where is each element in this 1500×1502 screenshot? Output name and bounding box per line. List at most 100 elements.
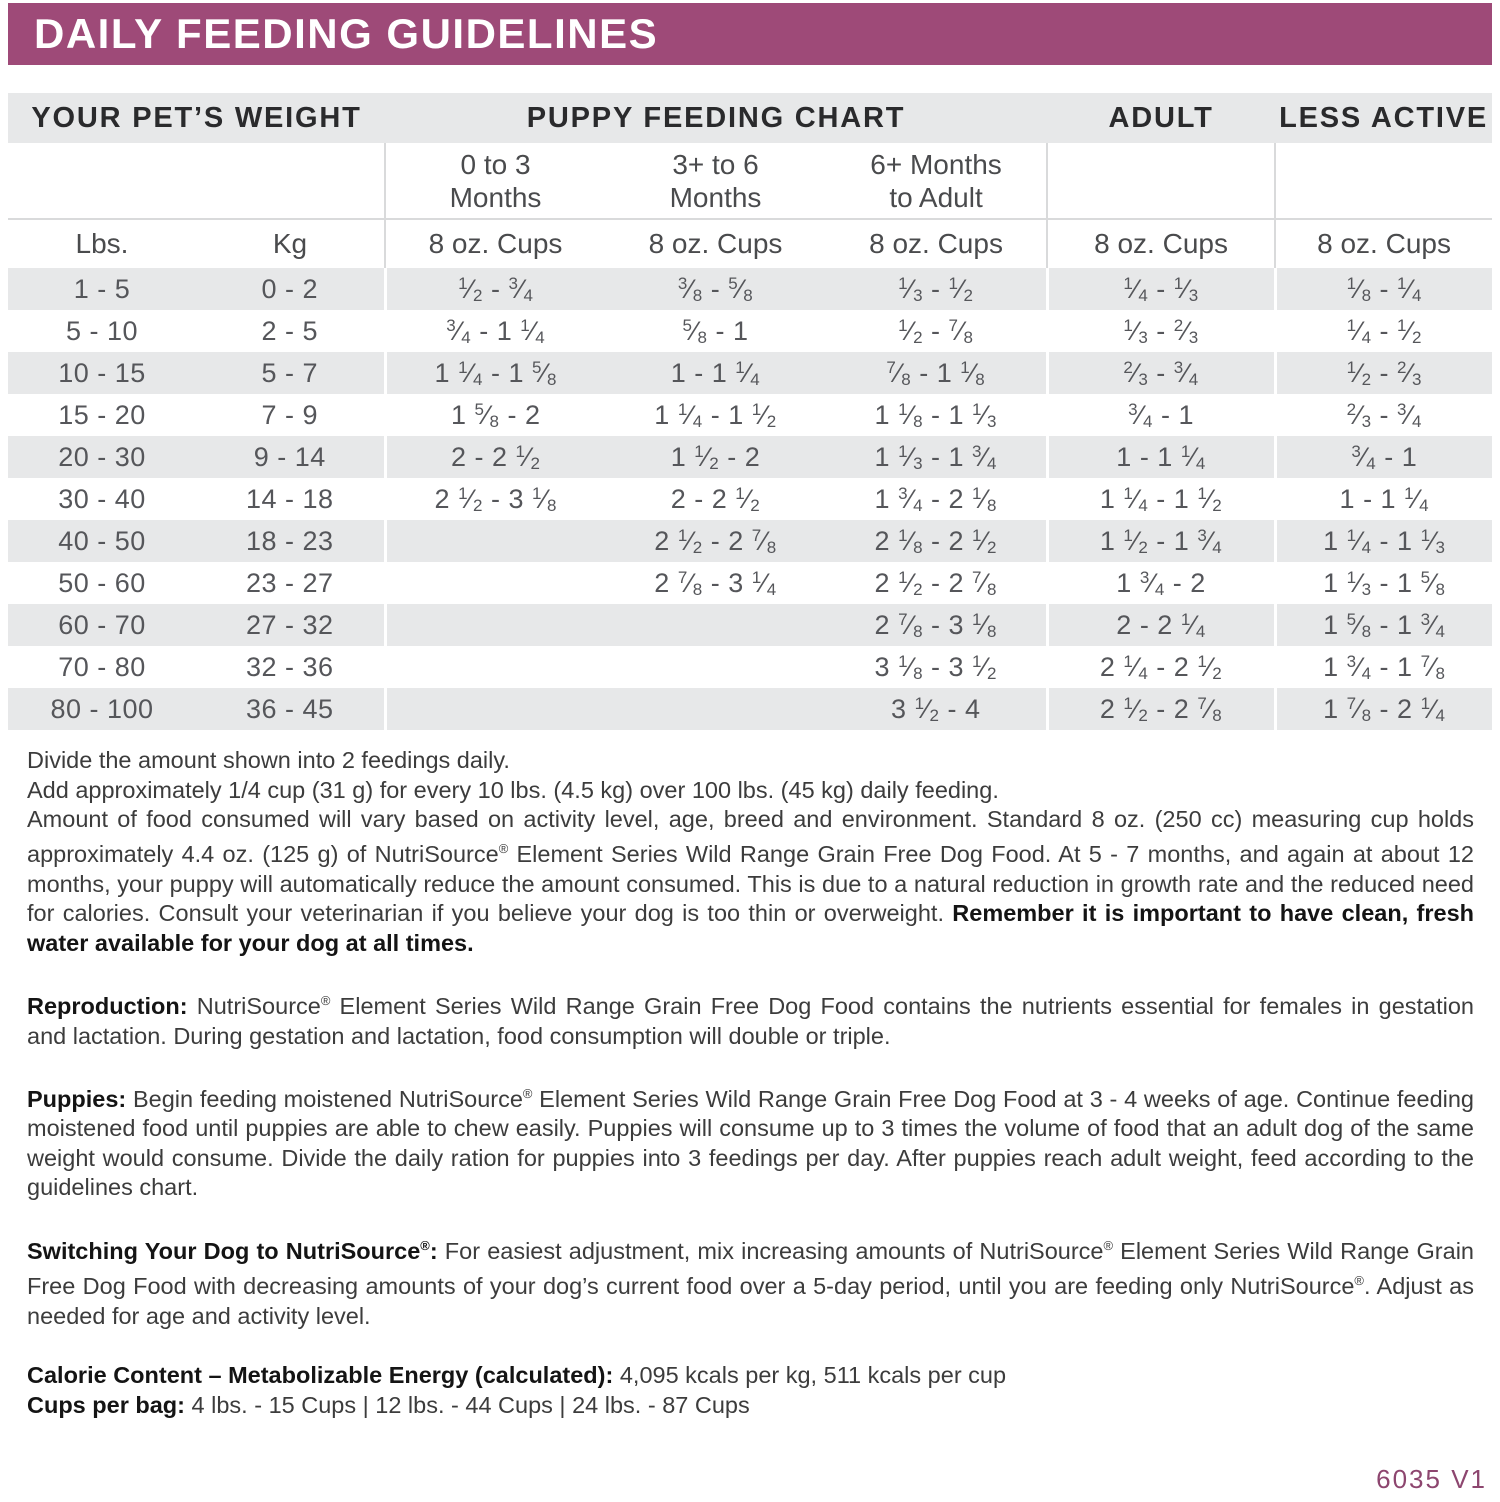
- age-range-blank: [8, 143, 196, 220]
- table-row: 30 - 40 14 - 18 2 1⁄2 - 3 1⁄8 2 - 2 1⁄2 1 3⁄…: [8, 478, 1493, 520]
- title-banner: DAILY FEEDING GUIDELINES: [8, 3, 1492, 65]
- table-cell: 32 - 36: [245, 651, 334, 682]
- feeding-table-wrap: YOUR PET’S WEIGHT PUPPY FEEDING CHART AD…: [8, 93, 1493, 730]
- table-row: 40 - 50 18 - 23 2 1⁄2 - 2 7⁄8 2 1⁄8 - 2 1⁄2…: [8, 520, 1493, 562]
- table-cell: 40 - 50: [58, 525, 146, 556]
- table-cell: 3⁄8 - 5⁄8: [677, 273, 754, 305]
- age-range-blank: [1046, 143, 1276, 220]
- table-row: 15 - 20 7 - 9 1 5⁄8 - 2 1 1⁄4 - 1 1⁄2 1 1⁄8 …: [8, 394, 1493, 436]
- unit-cups: 8 oz. Cups: [1274, 219, 1493, 268]
- table-cell: 1 - 1 1⁄4: [670, 357, 761, 389]
- table-cell: 1 1⁄3 - 1 3⁄4: [874, 441, 997, 473]
- page-title: DAILY FEEDING GUIDELINES: [34, 10, 659, 57]
- table-cell: [605, 646, 826, 688]
- table-row: 5 - 10 2 - 5 3⁄4 - 1 1⁄4 5⁄8 - 1 1⁄2 - 7⁄8 1⁄…: [8, 310, 1493, 352]
- switching-label: Switching Your Dog to NutriSource®:: [27, 1237, 438, 1264]
- table-cell: 2 1⁄2 - 3 1⁄8: [383, 478, 606, 520]
- reproduction-paragraph: Reproduction: NutriSource® Element Serie…: [27, 993, 1474, 1049]
- document-code: 6035 V1: [1376, 1464, 1487, 1494]
- table-cell: [383, 688, 606, 730]
- table-cell: 3⁄4 - 1: [1273, 436, 1493, 478]
- table-cell: 23 - 27: [245, 567, 334, 598]
- water-reminder-bold: Remember it is important to have clean, …: [27, 900, 1475, 956]
- table-cell: 14 - 18: [245, 483, 334, 514]
- table-row: 60 - 70 27 - 32 2 7⁄8 - 3 1⁄8 2 - 2 1⁄4 1 5⁄…: [8, 604, 1493, 646]
- table-cell: 3 1⁄8 - 3 1⁄2: [874, 651, 997, 683]
- table-row: 20 - 30 9 - 14 2 - 2 1⁄2 1 1⁄2 - 2 1 1⁄3 - 1…: [8, 436, 1493, 478]
- age-range-6-adult: 6+ Months to Adult: [826, 143, 1048, 220]
- calorie-label: Calorie Content – Metabolizable Energy (…: [27, 1362, 614, 1389]
- table-cell: 1 1⁄8 - 1 1⁄3: [874, 399, 997, 431]
- table-cell: 2 1⁄8 - 2 1⁄2: [874, 525, 997, 557]
- table-cell: 1 - 1 1⁄4: [1045, 436, 1276, 478]
- table-cell: [605, 604, 826, 646]
- table-row: 70 - 80 32 - 36 3 1⁄8 - 3 1⁄2 2 1⁄4 - 2 1⁄2…: [8, 646, 1493, 688]
- table-cell: 1 1⁄4 - 1 5⁄8: [383, 352, 606, 394]
- note-line: Divide the amount shown into 2 feedings …: [27, 747, 510, 773]
- table-cell: 1 3⁄4 - 2: [1045, 562, 1276, 604]
- note-line: Add approximately 1/4 cup (31 g) for eve…: [27, 776, 999, 803]
- table-cell: 1 1⁄4 - 1 1⁄2: [654, 399, 777, 431]
- table-cell: 2 1⁄2 - 2 7⁄8: [1045, 688, 1276, 730]
- table-cell: [383, 646, 606, 688]
- table-cell: 1 3⁄4 - 1 7⁄8: [1273, 646, 1493, 688]
- table-cell: 9 - 14: [253, 441, 326, 472]
- table-cell: 7⁄8 - 1 1⁄8: [886, 357, 986, 389]
- table-row: 1 - 5 0 - 2 1⁄2 - 3⁄4 3⁄8 - 5⁄8 1⁄3 - 1⁄2 1⁄4…: [8, 268, 1493, 310]
- table-cell: 1⁄2 - 2⁄3: [1273, 352, 1493, 394]
- table-row: 50 - 60 23 - 27 2 7⁄8 - 3 1⁄4 2 1⁄2 - 2 7⁄8…: [8, 562, 1493, 604]
- table-cell: [383, 562, 606, 604]
- table-cell: 2⁄3 - 3⁄4: [1045, 352, 1276, 394]
- calorie-content-line: Calorie Content – Metabolizable Energy (…: [27, 1362, 1007, 1389]
- table-cell: 1⁄2 - 7⁄8: [898, 315, 974, 347]
- note-paragraph: Amount of food consumed will vary based …: [27, 806, 1475, 956]
- cups-per-bag-label: Cups per bag:: [27, 1391, 185, 1418]
- age-range-0-3: 0 to 3 Months: [384, 143, 606, 220]
- table-cell: 2 1⁄4 - 2 1⁄2: [1045, 646, 1276, 688]
- age-range-header-row: 0 to 3 Months 3+ to 6 Months 6+ Months t…: [8, 143, 1493, 220]
- table-cell: 5 - 7: [261, 357, 319, 388]
- group-header-puppy-chart: PUPPY FEEDING CHART: [385, 93, 1048, 143]
- table-cell: 2 1⁄2 - 2 7⁄8: [874, 567, 997, 599]
- table-cell: 2 7⁄8 - 3 1⁄4: [654, 567, 777, 599]
- table-cell: 1⁄8 - 1⁄4: [1273, 268, 1493, 310]
- table-cell: 1 5⁄8 - 1 3⁄4: [1273, 604, 1493, 646]
- table-cell: 60 - 70: [58, 609, 146, 640]
- table-cell: 15 - 20: [58, 399, 146, 430]
- table-cell: 2 - 2 1⁄2: [670, 483, 761, 515]
- table-cell: 5 - 10: [65, 315, 139, 346]
- table-cell: [383, 604, 606, 646]
- table-cell: 30 - 40: [58, 483, 146, 514]
- table-cell: [383, 520, 606, 562]
- table-cell: 1 1⁄2 - 1 3⁄4: [1045, 520, 1276, 562]
- switching-paragraph: Switching Your Dog to NutriSource®: For …: [27, 1237, 1474, 1329]
- table-cell: 2 1⁄2 - 2 7⁄8: [654, 525, 777, 557]
- table-row: 80 - 100 36 - 45 3 1⁄2 - 4 2 1⁄2 - 2 7⁄8 1 7…: [8, 688, 1493, 730]
- table-cell: 10 - 15: [58, 357, 146, 388]
- group-header-less-active: LESS ACTIVE: [1275, 93, 1493, 143]
- group-header-adult: ADULT: [1047, 93, 1276, 143]
- table-cell: 1 3⁄4 - 2 1⁄8: [874, 483, 997, 515]
- table-cell: 1 1⁄4 - 1 1⁄2: [1045, 478, 1276, 520]
- table-cell: 3⁄4 - 1 1⁄4: [383, 310, 606, 352]
- table-cell: 2 - 2 1⁄4: [1045, 604, 1276, 646]
- notes-section: Divide the amount shown into 2 feedings …: [27, 746, 1474, 1420]
- unit-cups: 8 oz. Cups: [1046, 219, 1276, 268]
- unit-cups: 8 oz. Cups: [826, 219, 1048, 268]
- table-cell: 1⁄3 - 1⁄2: [898, 273, 974, 305]
- table-cell: 50 - 60: [58, 567, 146, 598]
- table-cell: 18 - 23: [245, 525, 334, 556]
- cups-per-bag-line: Cups per bag: 4 lbs. - 15 Cups | 12 lbs.…: [27, 1391, 750, 1418]
- puppies-paragraph: Puppies: Begin feeding moistened NutriSo…: [27, 1085, 1474, 1201]
- table-cell: [605, 688, 826, 730]
- reproduction-label: Reproduction:: [27, 993, 188, 1020]
- table-cell: 36 - 45: [245, 693, 334, 724]
- feeding-table-body: 1 - 5 0 - 2 1⁄2 - 3⁄4 3⁄8 - 5⁄8 1⁄3 - 1⁄2 1⁄4…: [8, 268, 1493, 730]
- table-cell: 27 - 32: [245, 609, 334, 640]
- table-cell: 1 1⁄4 - 1 1⁄3: [1273, 520, 1493, 562]
- table-cell: 2⁄3 - 3⁄4: [1273, 394, 1493, 436]
- table-cell: 1 7⁄8 - 2 1⁄4: [1273, 688, 1493, 730]
- table-cell: 1⁄4 - 1⁄3: [1045, 268, 1276, 310]
- table-cell: 2 - 5: [261, 315, 319, 346]
- table-cell: 3 1⁄2 - 4: [891, 693, 981, 725]
